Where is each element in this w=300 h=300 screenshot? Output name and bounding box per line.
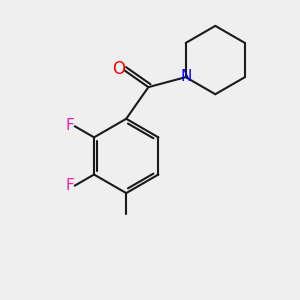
Text: O: O: [112, 60, 125, 78]
Text: F: F: [66, 178, 75, 193]
Text: N: N: [181, 69, 192, 84]
Text: F: F: [66, 118, 75, 133]
